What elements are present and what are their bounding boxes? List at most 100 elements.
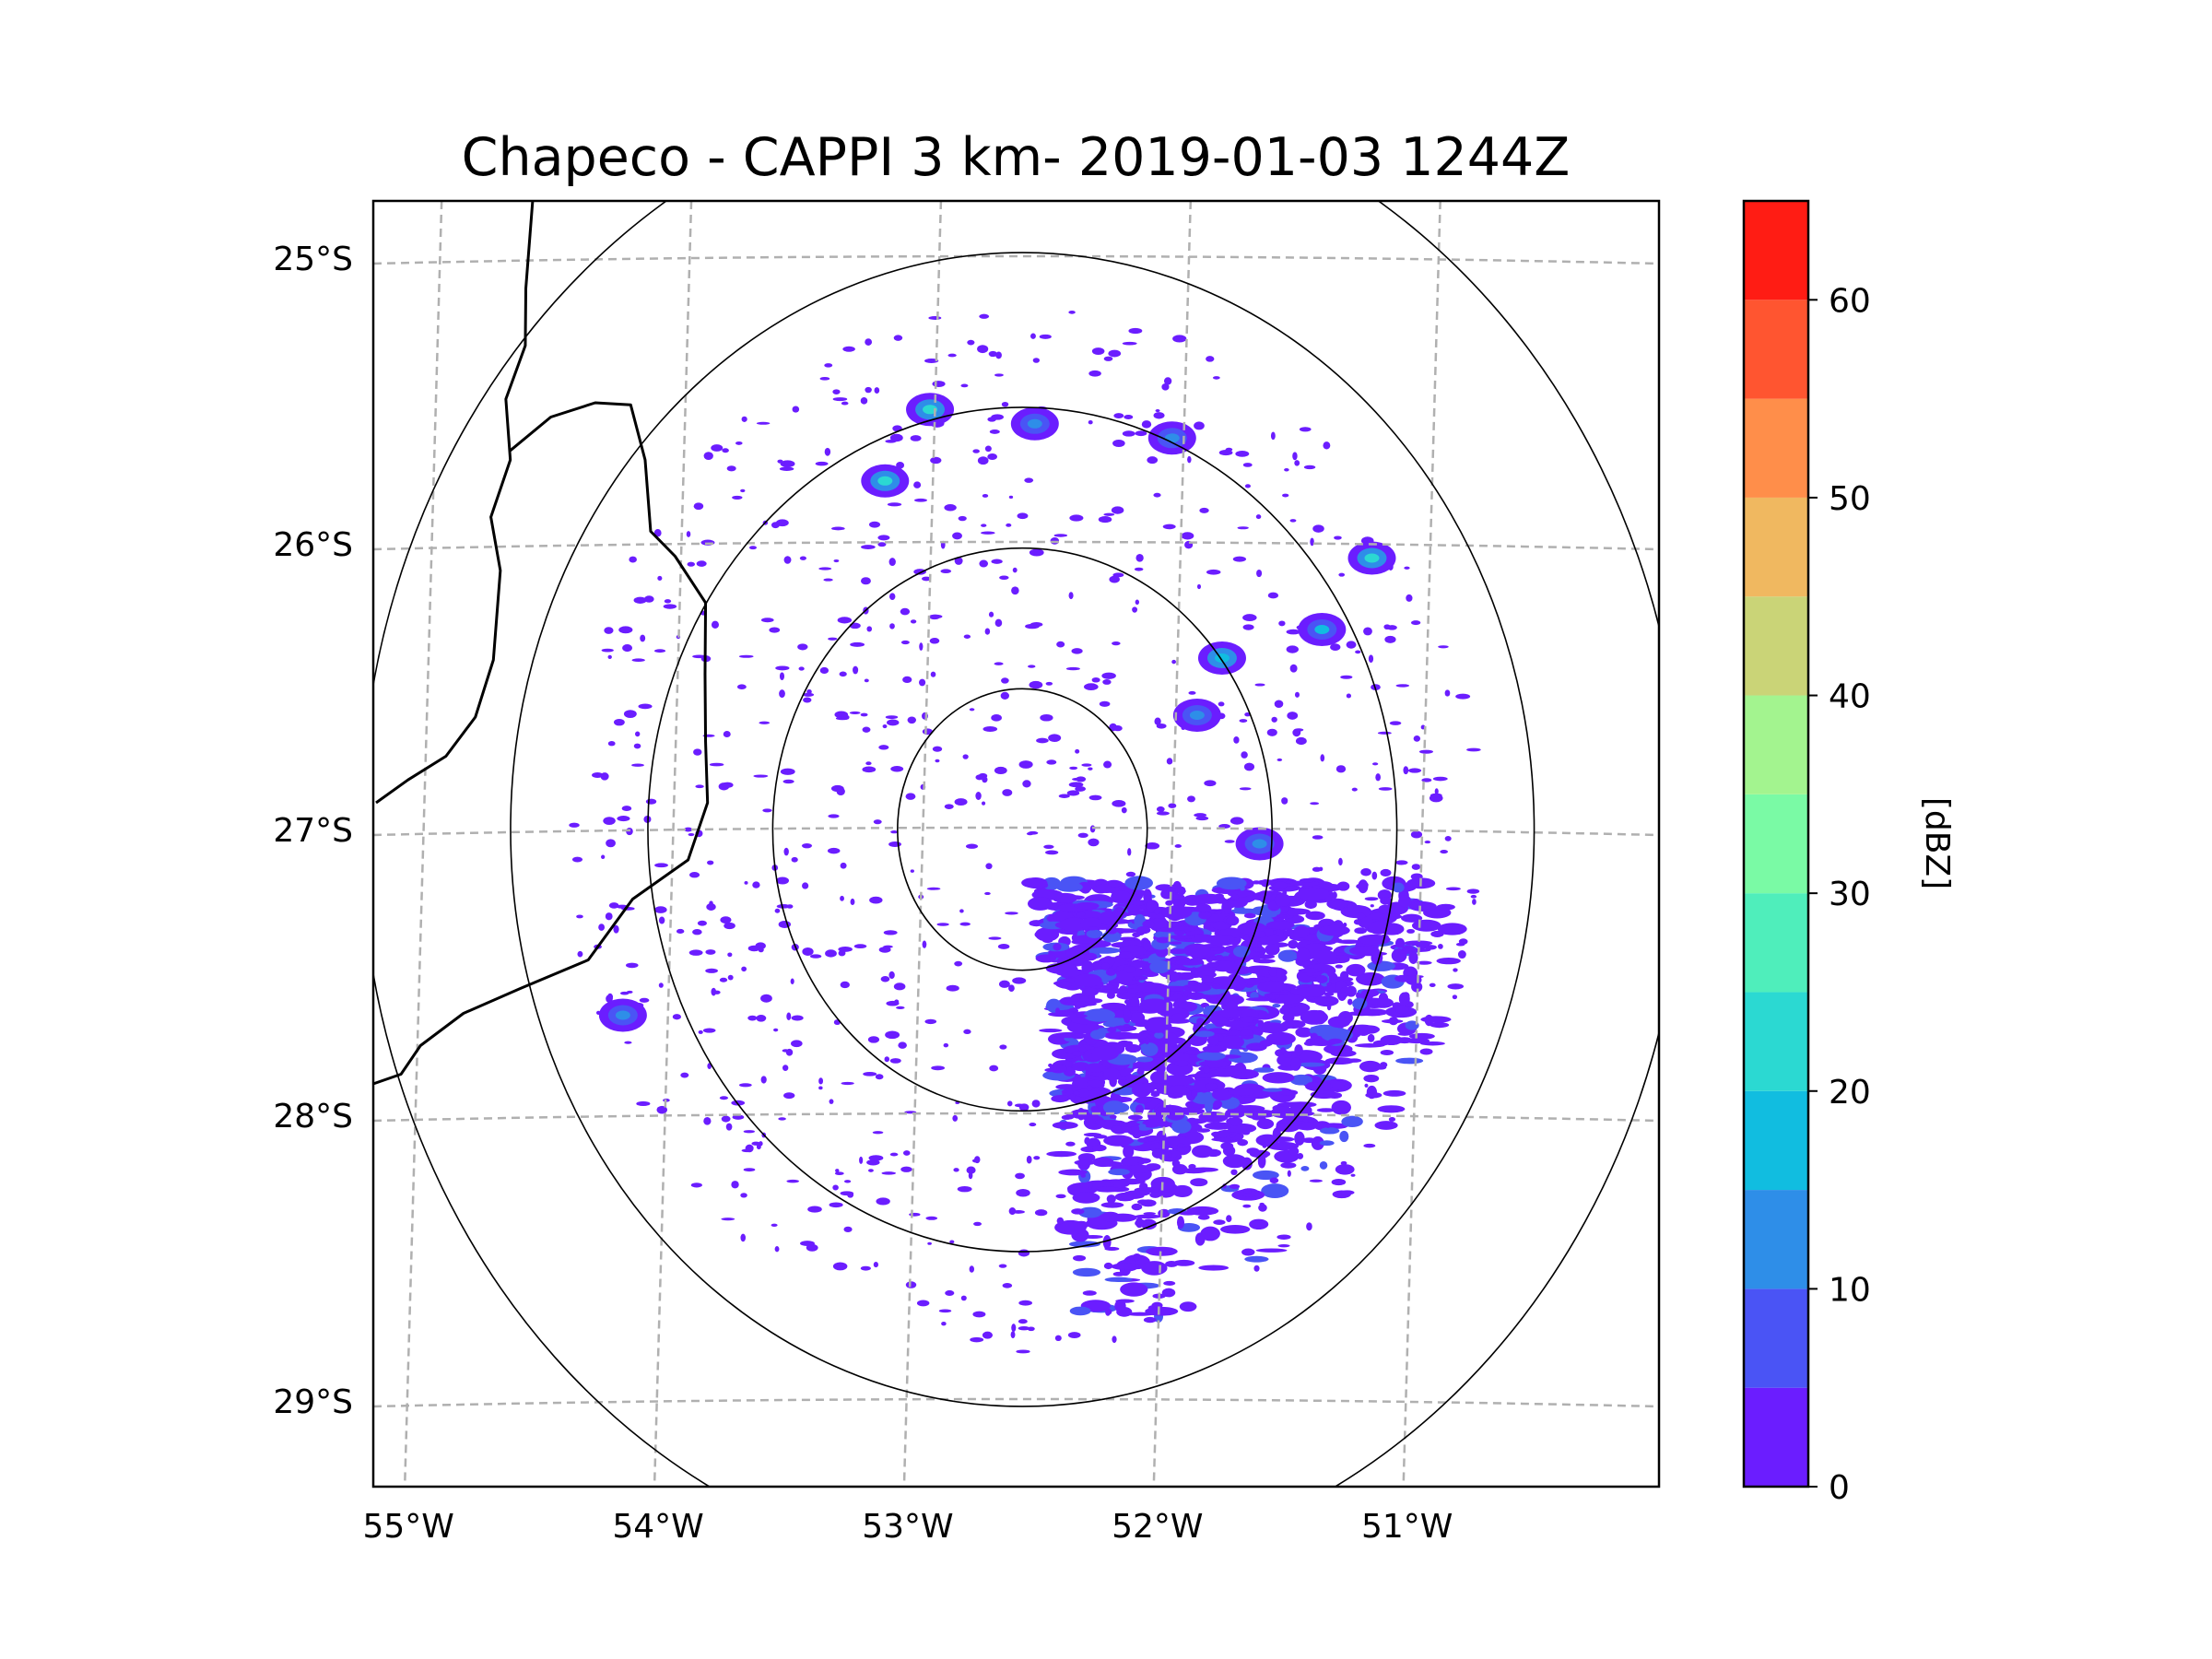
echo-pixel bbox=[963, 634, 971, 639]
storm-cell-core bbox=[1364, 553, 1380, 563]
echo-pixel bbox=[1280, 1162, 1297, 1169]
echo-pixel bbox=[1130, 900, 1146, 906]
echo-pixel bbox=[999, 1044, 1007, 1050]
echo-pixel bbox=[1088, 838, 1100, 847]
echo-pixel bbox=[1418, 749, 1433, 754]
echo-pixel bbox=[722, 782, 734, 788]
echo-pixel bbox=[853, 944, 867, 949]
echo-pixel bbox=[994, 766, 1007, 775]
range-ring bbox=[771, 547, 1273, 1112]
echo-pixel bbox=[1378, 787, 1393, 791]
echo-pixel bbox=[1026, 832, 1034, 836]
echo-pixel bbox=[1371, 762, 1379, 766]
echo-pixel bbox=[1135, 430, 1147, 437]
echo-pixel bbox=[779, 466, 794, 471]
meridian-line bbox=[403, 201, 443, 1487]
echo-pixel bbox=[1346, 641, 1357, 649]
echo-pixel bbox=[900, 607, 911, 616]
echo-pixel bbox=[1305, 911, 1325, 921]
echo-pixel bbox=[935, 759, 940, 763]
echo-pixel bbox=[707, 860, 714, 865]
echo-pixel bbox=[1107, 1027, 1117, 1033]
echo-pixel bbox=[1106, 1194, 1116, 1204]
echo-pixel bbox=[1453, 968, 1458, 972]
lat-tick-labels: 25°S 26°S 27°S 28°S 29°S bbox=[273, 241, 353, 1421]
echo-pixel bbox=[1091, 677, 1100, 683]
echo-pixel bbox=[680, 1072, 689, 1078]
echo-pixel bbox=[760, 994, 772, 1003]
echo-pixel bbox=[1032, 358, 1041, 363]
echo-pixel bbox=[1211, 1088, 1233, 1101]
echo-pixel bbox=[1145, 1036, 1150, 1045]
echo-pixel bbox=[829, 1202, 843, 1208]
echo-pixel bbox=[1242, 1204, 1252, 1208]
echo-pixel bbox=[786, 1012, 792, 1021]
echo-pixel bbox=[1135, 1219, 1147, 1228]
echo-pixel bbox=[1241, 1248, 1255, 1256]
echo-pixel bbox=[1136, 925, 1151, 935]
echo-pixel bbox=[1194, 1030, 1215, 1038]
echo-pixel bbox=[1253, 930, 1266, 938]
echo-pixel bbox=[672, 1014, 681, 1020]
echo-pixel bbox=[819, 666, 830, 675]
echo-pixel bbox=[1187, 992, 1205, 1000]
echo-pixel bbox=[1249, 1218, 1269, 1230]
echo-pixel bbox=[629, 556, 637, 563]
echo-pixel bbox=[1113, 413, 1124, 419]
echo-pixel bbox=[1432, 776, 1448, 782]
echo-pixel bbox=[621, 806, 632, 812]
echo-pixel bbox=[1127, 848, 1132, 856]
echo-pixel bbox=[1171, 1184, 1193, 1198]
echo-pixel bbox=[776, 904, 791, 909]
echo-pixel bbox=[832, 1262, 848, 1271]
echo-pixel bbox=[1220, 1142, 1234, 1150]
echo-pixel bbox=[1438, 944, 1443, 949]
echo-pixel bbox=[713, 990, 721, 994]
echo-pixel bbox=[1326, 1003, 1332, 1011]
echo-pixel bbox=[1035, 954, 1057, 963]
colorbar-swatch bbox=[1744, 992, 1808, 1091]
echo-pixel bbox=[1198, 1060, 1230, 1068]
echo-pixel bbox=[987, 453, 998, 460]
colorbar-tick-label: 0 bbox=[1829, 1469, 1850, 1507]
echo-pixel bbox=[981, 531, 995, 535]
echo-pixel bbox=[1103, 356, 1113, 361]
echo-pixel bbox=[885, 1030, 900, 1040]
echo-pixel bbox=[1018, 1300, 1032, 1306]
map-content bbox=[373, 201, 1659, 1487]
echo-pixel bbox=[1256, 569, 1263, 578]
echo-pixel bbox=[909, 1212, 921, 1217]
echo-pixel bbox=[1138, 1182, 1148, 1191]
echo-pixel bbox=[1156, 927, 1182, 933]
echo-pixel bbox=[827, 847, 841, 854]
echo-pixel bbox=[1294, 691, 1300, 698]
echo-pixel bbox=[1072, 777, 1083, 782]
echo-pixel bbox=[1230, 817, 1244, 825]
echo-pixel bbox=[1371, 871, 1378, 880]
echo-pixel bbox=[1289, 664, 1298, 673]
echo-pixel bbox=[1445, 887, 1461, 891]
echo-pixel bbox=[889, 1058, 901, 1064]
echo-pixel bbox=[1029, 1123, 1037, 1127]
echo-pixel bbox=[688, 832, 695, 837]
echo-pixel bbox=[1301, 1137, 1317, 1144]
echo-pixel bbox=[860, 1265, 871, 1271]
echo-pixel bbox=[1265, 1031, 1296, 1046]
echo-pixel bbox=[1328, 1038, 1343, 1044]
echo-pixel bbox=[833, 559, 840, 563]
echo-pixel bbox=[1330, 1049, 1357, 1057]
echo-pixel bbox=[988, 350, 997, 358]
lon-tick-label: 51°W bbox=[1361, 1508, 1453, 1546]
echo-pixel bbox=[1330, 643, 1341, 652]
echo-pixel bbox=[1212, 376, 1220, 380]
echo-pixel bbox=[1277, 1244, 1290, 1248]
echo-pixel bbox=[1143, 1316, 1157, 1324]
echo-pixel bbox=[631, 658, 645, 663]
echo-pixel bbox=[873, 819, 882, 825]
echo-pixel bbox=[967, 339, 975, 346]
echo-pixel bbox=[922, 940, 927, 948]
echo-pixel bbox=[1276, 913, 1288, 918]
echo-pixel bbox=[619, 991, 629, 995]
echo-pixel bbox=[1018, 1103, 1030, 1112]
echo-pixel bbox=[860, 712, 868, 717]
